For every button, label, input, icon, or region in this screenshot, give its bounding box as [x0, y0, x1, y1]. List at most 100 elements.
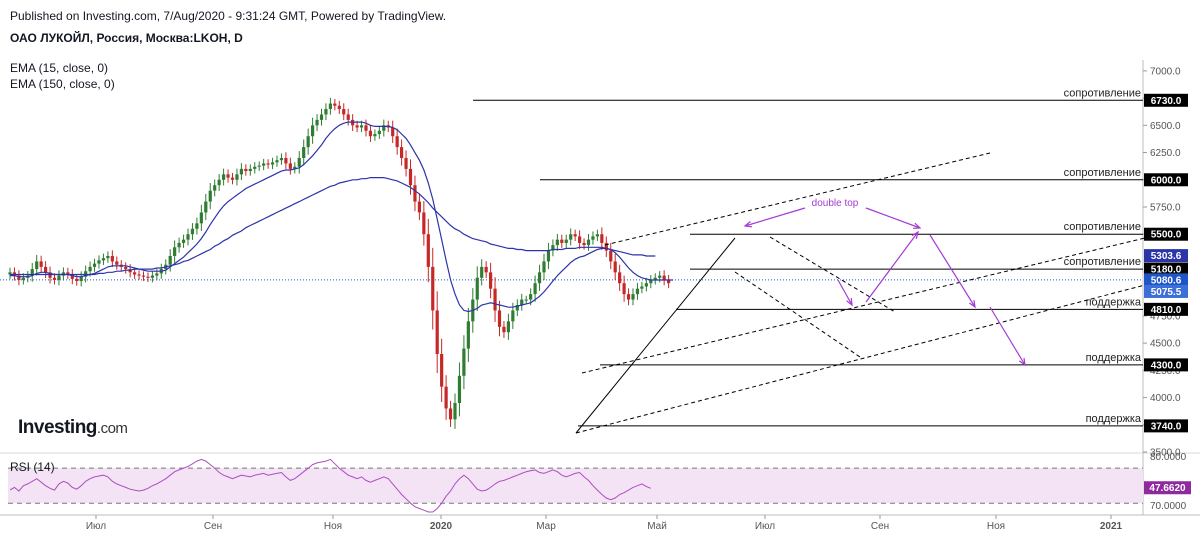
- candle-body: [444, 386, 448, 409]
- candle-body: [368, 130, 373, 137]
- level-badge-label: 6730.0: [1151, 96, 1182, 107]
- candle-body: [560, 239, 564, 243]
- candle-body: [8, 272, 12, 275]
- candle-body: [582, 242, 586, 246]
- candle-body: [408, 168, 413, 186]
- candle-body: [475, 277, 479, 300]
- x-tick-label: Сен: [204, 521, 222, 532]
- price-marker: [1144, 284, 1188, 298]
- level-caption: поддержка: [1086, 296, 1142, 308]
- candle-body: [564, 239, 568, 243]
- projection-arrow: [865, 207, 921, 229]
- candle-body: [199, 212, 203, 224]
- level-badge: [1144, 302, 1188, 316]
- candle-body: [124, 266, 128, 270]
- candle-body: [70, 274, 74, 279]
- candle-body: [382, 125, 386, 131]
- candle-body: [640, 286, 644, 289]
- y-tick-label: 5750.0: [1150, 203, 1181, 214]
- candle-body: [604, 242, 608, 251]
- candle-body: [537, 272, 542, 284]
- x-tick-label: 2021: [1100, 521, 1123, 532]
- arrow-head: [968, 300, 976, 309]
- level-badge-label: 5500.0: [1151, 230, 1182, 241]
- candle-body: [413, 185, 417, 202]
- candle-body: [573, 234, 577, 237]
- candle-body: [101, 258, 106, 261]
- candle-body: [431, 266, 435, 311]
- candle-body: [462, 348, 466, 376]
- level-caption: сопротивление: [1064, 221, 1141, 233]
- candle-body: [284, 158, 288, 164]
- candle-body: [448, 408, 453, 420]
- candle-body: [168, 256, 172, 265]
- level-badge: [1144, 173, 1188, 187]
- candle-body: [551, 245, 555, 251]
- candle-body: [600, 234, 604, 243]
- candle-body: [181, 239, 186, 243]
- ema-slow-legend[interactable]: EMA (150, close, 0): [10, 77, 115, 91]
- candle-body: [217, 179, 221, 186]
- candle-body: [190, 228, 195, 235]
- candle-body: [506, 321, 510, 333]
- candle-body: [373, 134, 377, 137]
- candle-body: [662, 275, 666, 280]
- candle-body: [359, 125, 364, 128]
- candle-body: [404, 158, 408, 169]
- investing-logo: Investing.com: [18, 417, 128, 439]
- ema-fast-legend[interactable]: EMA (15, close, 0): [10, 61, 109, 75]
- candle-body: [239, 168, 243, 175]
- candle-body: [270, 162, 275, 165]
- ema15-line: [10, 121, 674, 313]
- candle-body: [21, 277, 25, 280]
- candle-body: [533, 283, 537, 295]
- candle-body: [609, 250, 613, 262]
- candle-body: [497, 310, 502, 327]
- price-marker: [1144, 249, 1188, 263]
- price-marker-label: 5303.6: [1151, 251, 1182, 262]
- candle-body: [377, 130, 381, 135]
- candle-body: [346, 114, 350, 120]
- candle-body: [115, 261, 119, 265]
- candle-body: [631, 294, 635, 300]
- candle-body: [622, 283, 626, 295]
- candle-body: [591, 236, 595, 240]
- candle-body: [204, 201, 208, 213]
- candle-body: [213, 185, 217, 191]
- y-tick-label: 4000.0: [1150, 393, 1181, 404]
- candle-body: [324, 109, 328, 115]
- level-badge: [1144, 358, 1188, 372]
- price-marker: [1144, 273, 1188, 287]
- candle-body: [626, 294, 631, 300]
- candle-body: [110, 256, 114, 262]
- arrow-head: [846, 297, 853, 307]
- rsi-legend[interactable]: RSI (14): [10, 460, 55, 474]
- level-caption: сопротивление: [1064, 167, 1141, 179]
- candle-body: [248, 168, 252, 172]
- candle-body: [66, 272, 70, 275]
- x-tick-label: Май: [647, 521, 667, 532]
- wedge-upper-dashed: [769, 236, 896, 313]
- candle-body: [328, 103, 332, 109]
- candle-body: [106, 256, 110, 259]
- price-marker-label: 5080.6: [1151, 275, 1182, 286]
- candle-body: [511, 310, 515, 322]
- candle-body: [173, 247, 177, 256]
- x-tick-label: 2020: [430, 521, 453, 532]
- trendline-support: [575, 237, 736, 434]
- candle-body: [595, 234, 599, 237]
- logo-suffix: .com: [96, 420, 128, 437]
- candle-body: [17, 275, 21, 280]
- y-tick-label: 4500.0: [1150, 339, 1181, 350]
- x-tick-label: Сен: [871, 521, 889, 532]
- candle-body: [586, 239, 591, 246]
- candle-body: [489, 272, 493, 289]
- candle-body: [88, 266, 92, 272]
- level-caption: сопротивление: [1064, 87, 1141, 99]
- candle-body: [302, 147, 306, 158]
- candle-body: [453, 403, 457, 420]
- candle-body: [52, 277, 57, 280]
- candle-body: [555, 239, 559, 246]
- level-badge-label: 4810.0: [1151, 305, 1182, 316]
